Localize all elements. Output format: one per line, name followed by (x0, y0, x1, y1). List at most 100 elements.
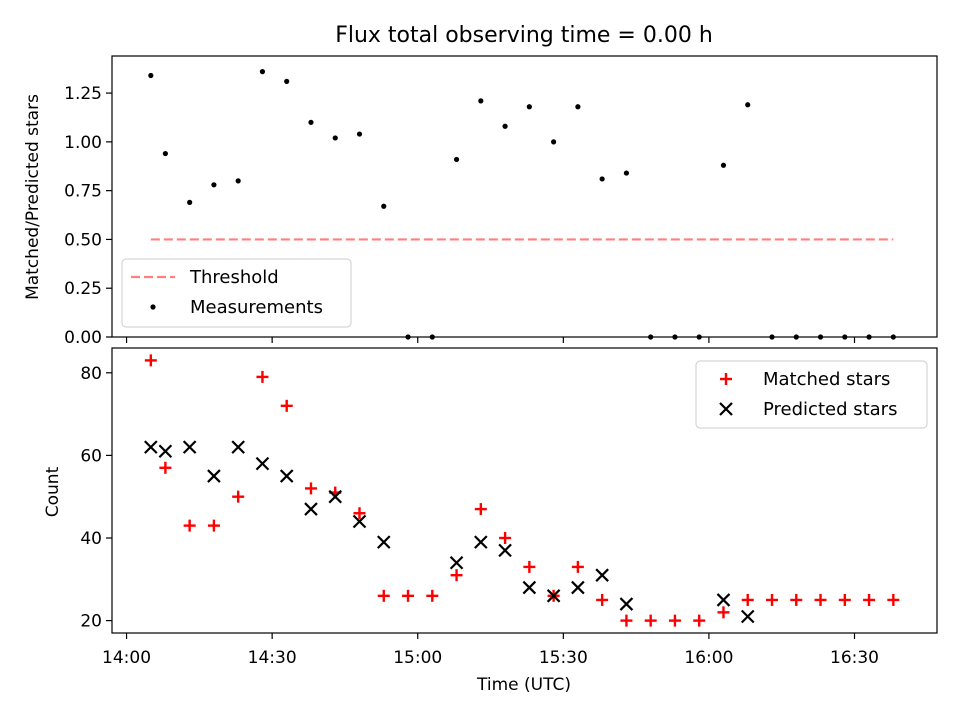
count-y-tick-label: 20 (80, 612, 102, 632)
measurement-point (284, 78, 290, 84)
predicted-star-point (571, 580, 585, 595)
matched-star-point (644, 614, 657, 627)
predicted-star-point (449, 556, 464, 570)
matched-star-point (159, 461, 172, 474)
measurement-point (551, 139, 557, 145)
matched-star-point (790, 593, 803, 606)
ratio-x-axis-ticks (125, 337, 856, 343)
matched-star-point (668, 614, 681, 627)
predicted-star-point (255, 456, 270, 471)
matched-star-point (838, 593, 851, 606)
count-y-axis-label: Count (43, 466, 63, 517)
measurement-point (259, 69, 266, 75)
ratio-plot-frame (111, 55, 938, 338)
ratio-y-tick-label: 0.75 (64, 182, 102, 202)
ratio-y-tick-label: 0.25 (64, 279, 102, 299)
matched-star-point (474, 503, 487, 516)
predicted-legend-label: Predicted stars (763, 399, 897, 420)
predicted-star-point (546, 589, 561, 603)
count-y-tick-label: 60 (80, 446, 102, 466)
ratio-y-tick-label: 0.50 (64, 230, 102, 250)
count-y-tick-label: 80 (80, 364, 102, 384)
predicted-star-point (231, 440, 245, 454)
count-x-tick-label: 16:00 (684, 648, 733, 668)
measurement-point (356, 131, 363, 137)
predicted-star-point (304, 502, 318, 516)
ratio-legend: Threshold Measurements (121, 258, 352, 328)
measurement-point (623, 170, 630, 176)
measurement-point (235, 178, 241, 184)
ratio-panel: Flux total observing time = 0.00 h Match… (23, 23, 938, 348)
measurement-point (381, 203, 387, 209)
threshold-legend-label: Threshold (189, 267, 279, 288)
matched-star-point (766, 593, 778, 606)
ratio-y-tick-label: 1.25 (64, 84, 102, 104)
count-x-tick-label: 16:30 (830, 648, 879, 668)
matched-star-point (620, 614, 633, 627)
matched-star-point (596, 593, 609, 606)
matched-star-point (426, 589, 439, 602)
count-x-tick-label: 15:30 (539, 648, 588, 668)
predicted-star-point (498, 543, 512, 558)
matched-star-point (741, 593, 754, 606)
predicted-star-point (716, 593, 731, 607)
measurement-point (211, 182, 217, 188)
matched-star-point (256, 370, 269, 383)
predicted-star-point (352, 514, 367, 529)
predicted-star-point (158, 444, 173, 459)
ratio-chart-title: Flux total observing time = 0.00 h (335, 23, 713, 48)
matched-star-point (402, 589, 415, 602)
matched-star-point (863, 593, 876, 606)
matched-star-point (207, 519, 220, 532)
ratio-legend-box (121, 258, 352, 328)
measurement-point (332, 135, 338, 141)
ratio-y-axis: 0.00 0.25 0.50 0.75 1.00 1.25 (64, 84, 112, 348)
measurement-point (148, 72, 154, 79)
matched-star-point (304, 482, 317, 495)
matched-star-point (814, 593, 827, 606)
measurement-point (187, 199, 193, 205)
predicted-star-point (595, 568, 609, 582)
predicted-star-point (182, 440, 197, 454)
matched-star-point (717, 606, 730, 619)
count-x-tick-label: 14:30 (248, 648, 297, 668)
predicted-star-point (376, 535, 391, 549)
measurement-point (526, 104, 532, 110)
matched-star-point (377, 589, 390, 602)
count-y-axis: 20 40 60 80 (80, 364, 112, 632)
count-y-tick-label: 40 (80, 529, 102, 549)
measurement-point (720, 162, 727, 168)
count-x-tick-label: 15:00 (393, 648, 442, 668)
measurement-point (162, 150, 168, 157)
count-legend-box (695, 360, 928, 429)
measurement-point (502, 123, 508, 129)
matched-legend-label: Matched stars (763, 369, 890, 390)
predicted-star-point (619, 597, 634, 611)
count-panel: Count Time (UTC) 20 40 60 80 14:00 14:30 15:0… (43, 347, 938, 695)
measurement-point (478, 98, 484, 104)
matched-star-point (887, 593, 900, 606)
count-plot-frame (111, 347, 938, 634)
count-legend: Matched stars Predicted stars (695, 360, 928, 429)
matched-star-point (232, 490, 245, 503)
measurement-point (745, 102, 751, 108)
measurement-point (453, 156, 460, 163)
predicted-star-point (207, 469, 221, 483)
count-x-axis-label: Time (UTC) (476, 675, 571, 695)
matched-star-point (280, 399, 293, 412)
ratio-y-tick-label: 0.00 (64, 328, 102, 348)
count-x-tick-label: 14:00 (102, 648, 151, 668)
ratio-y-axis-label: Matched/Predicted stars (23, 94, 43, 300)
matched-star-point (353, 507, 366, 520)
predicted-star-point (522, 580, 537, 595)
predicted-star-point (279, 469, 294, 483)
matched-star-point (450, 569, 463, 582)
measurement-point (599, 176, 605, 182)
matched-star-point (499, 532, 512, 544)
predicted-star-point (328, 489, 343, 504)
predicted-star-point (740, 609, 755, 624)
measurements-legend-label: Measurements (190, 297, 323, 318)
ratio-marks (148, 69, 896, 340)
measurement-point (575, 104, 581, 110)
